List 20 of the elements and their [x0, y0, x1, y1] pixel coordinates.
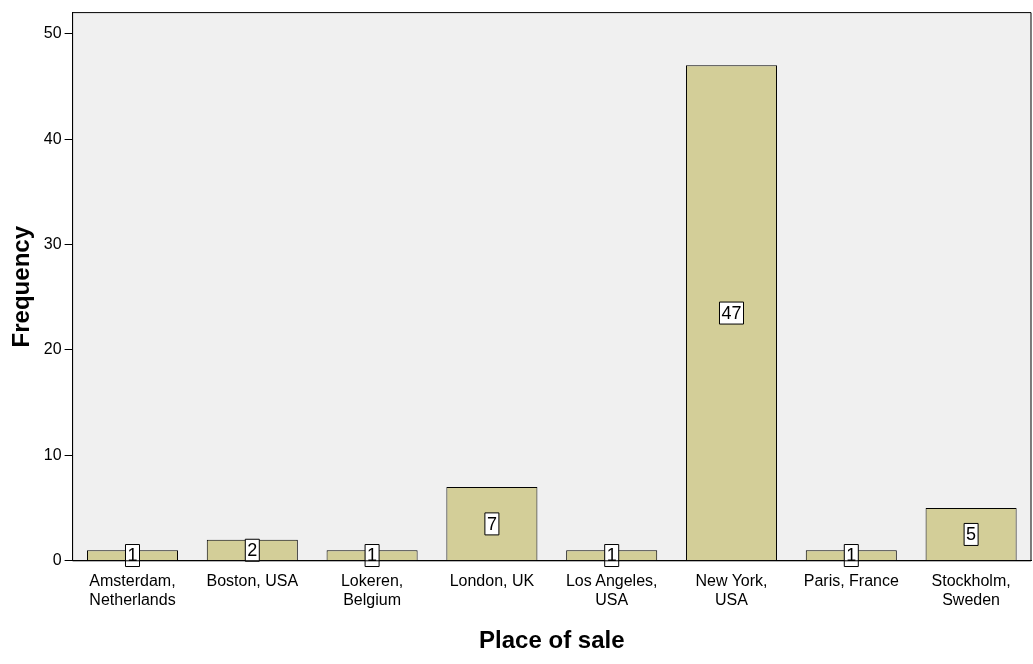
- x-tick-label: Stockholm, Sweden: [931, 571, 1011, 609]
- x-tick-label: Paris, France: [803, 571, 899, 589]
- y-tick-label: 40: [43, 129, 62, 147]
- y-axis-title: Frequency: [7, 225, 35, 348]
- y-tick-label: 50: [43, 24, 62, 42]
- data-label: 5: [966, 524, 977, 545]
- x-tick-label: London, UK: [449, 571, 535, 589]
- x-tick-label: New York, USA: [695, 571, 768, 609]
- y-tick-label: 0: [52, 551, 62, 569]
- x-tick-label: Lokeren, Belgium: [340, 571, 404, 609]
- y-tick-label: 20: [43, 340, 62, 358]
- data-label: 7: [486, 513, 497, 534]
- x-tick-label: Amsterdam, Netherlands: [89, 571, 176, 609]
- x-axis-title: Place of sale: [479, 626, 625, 654]
- x-tick-label: Los Angeles, USA: [565, 571, 658, 609]
- y-tick-label: 10: [43, 445, 62, 463]
- data-label: 47: [721, 303, 742, 324]
- x-tick-label: Boston, USA: [206, 571, 299, 589]
- data-label: 2: [247, 540, 258, 561]
- y-tick-label: 30: [43, 234, 62, 252]
